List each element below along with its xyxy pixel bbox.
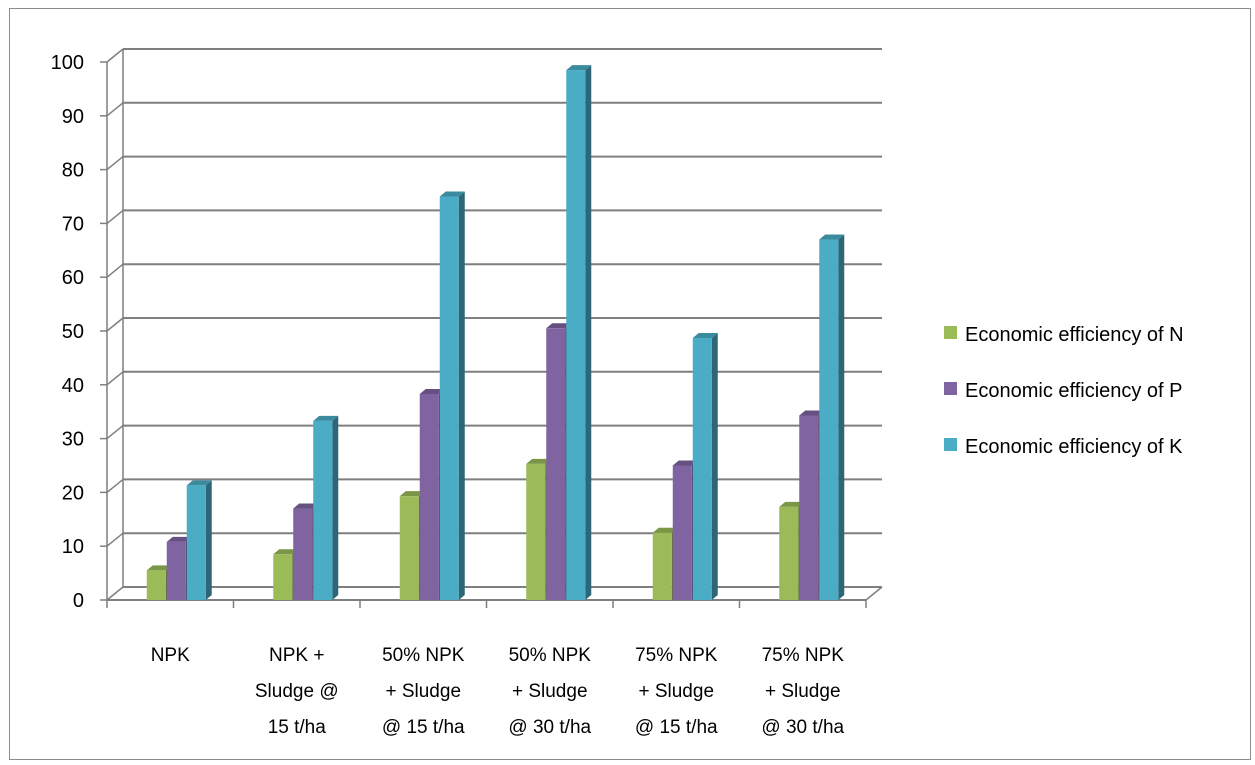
bar-top xyxy=(293,503,319,509)
bar xyxy=(293,508,313,600)
y-tick-label: 90 xyxy=(62,106,84,128)
bar-top xyxy=(419,388,445,394)
gridline-side xyxy=(106,532,124,547)
floor-side xyxy=(865,586,883,601)
bar-side xyxy=(838,234,845,601)
bar xyxy=(799,415,819,600)
bar xyxy=(819,239,839,601)
bar-top xyxy=(439,191,465,197)
bar-top xyxy=(526,458,552,464)
y-tick-label: 70 xyxy=(62,213,84,235)
gridline-side xyxy=(106,317,124,332)
legend-label: Economic efficiency of N xyxy=(965,324,1184,346)
gridline-side xyxy=(106,156,124,171)
x-tick-label: 50% NPK xyxy=(509,645,592,666)
y-tick-label: 50 xyxy=(62,321,84,343)
y-tick-label: 10 xyxy=(62,536,84,558)
y-tick-label: 80 xyxy=(62,160,84,182)
bar xyxy=(166,541,186,600)
x-tick-label: 75% NPK xyxy=(762,645,845,666)
bar xyxy=(439,196,459,600)
gridline-side xyxy=(106,209,124,224)
bar xyxy=(419,393,439,600)
bar xyxy=(526,463,546,600)
x-tick-label: 50% NPK xyxy=(382,645,465,666)
bar-top xyxy=(566,65,592,71)
y-tick-label: 30 xyxy=(62,429,84,451)
y-tick-label: 20 xyxy=(62,482,84,504)
x-tick-label: + Sludge xyxy=(512,681,588,702)
bar-top xyxy=(692,332,718,338)
x-tick-label: 75% NPK xyxy=(635,645,718,666)
bar-top xyxy=(779,501,805,507)
bar-side xyxy=(711,332,718,600)
bar xyxy=(186,485,206,600)
chart-frame xyxy=(9,8,1251,760)
bar-top xyxy=(799,410,825,416)
bar-side xyxy=(458,191,465,600)
bar-top xyxy=(313,415,339,421)
gridline-side xyxy=(106,48,124,63)
bar-top xyxy=(399,491,425,497)
bar-top xyxy=(186,480,212,486)
gridline-side xyxy=(106,102,124,117)
bar xyxy=(566,70,586,600)
y-tick-label: 60 xyxy=(62,267,84,289)
bar xyxy=(672,465,692,600)
legend-label: Economic efficiency of P xyxy=(965,380,1183,402)
gridline-side xyxy=(106,263,124,278)
bar xyxy=(779,506,799,600)
bar-side xyxy=(585,65,592,600)
bar xyxy=(399,496,419,600)
x-tick-label: 15 t/ha xyxy=(268,717,327,738)
legend-label: Economic efficiency of K xyxy=(965,436,1183,458)
x-tick-label: + Sludge xyxy=(765,681,841,702)
x-tick-label: @ 30 t/ha xyxy=(508,717,591,738)
x-tick-label: @ 30 t/ha xyxy=(761,717,844,738)
bar-side xyxy=(205,480,212,600)
y-tick-label: 0 xyxy=(73,590,84,612)
bar-top xyxy=(652,527,678,533)
bar-top xyxy=(546,323,572,329)
bar xyxy=(313,420,333,600)
x-tick-label: @ 15 t/ha xyxy=(635,717,718,738)
x-tick-label: Sludge @ xyxy=(255,681,339,702)
bar-top xyxy=(273,549,299,555)
x-tick-label: + Sludge xyxy=(638,681,714,702)
gridline-side xyxy=(106,371,124,386)
gridline-side xyxy=(106,586,124,601)
gridline-side xyxy=(106,425,124,440)
bar xyxy=(546,328,566,600)
bar xyxy=(146,570,166,600)
x-tick-label: NPK + xyxy=(269,645,324,666)
gridline-side xyxy=(106,478,124,493)
x-tick-label: NPK xyxy=(151,645,190,666)
x-tick-label: + Sludge xyxy=(385,681,461,702)
bar-side xyxy=(332,415,339,600)
bar-top xyxy=(819,234,845,240)
bar xyxy=(692,337,712,600)
legend-swatch xyxy=(944,326,957,339)
bar-top xyxy=(146,565,172,571)
y-tick-label: 40 xyxy=(62,375,84,397)
bar-top xyxy=(166,536,192,542)
y-tick-label: 100 xyxy=(51,52,84,74)
x-tick-label: @ 15 t/ha xyxy=(382,717,465,738)
bar xyxy=(273,554,293,600)
legend-swatch xyxy=(944,382,957,395)
bar xyxy=(652,532,672,600)
bar-top xyxy=(672,460,698,466)
legend-swatch xyxy=(944,438,957,451)
